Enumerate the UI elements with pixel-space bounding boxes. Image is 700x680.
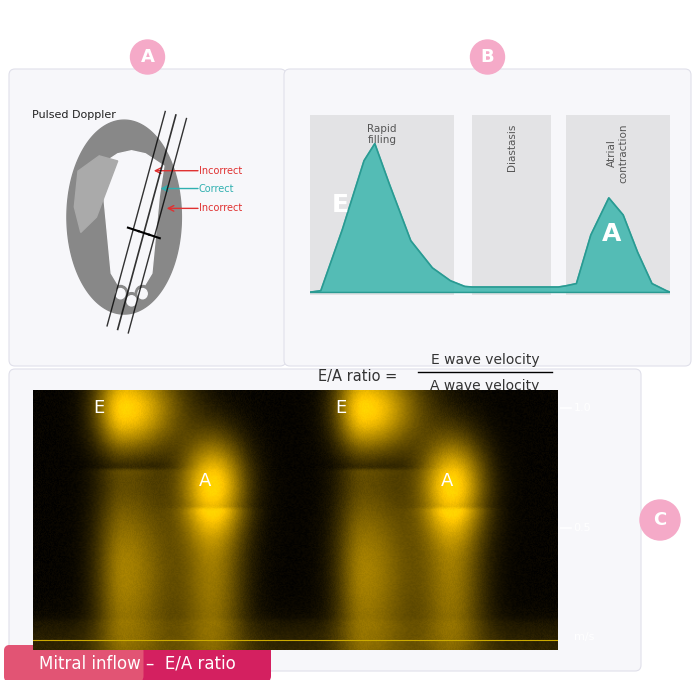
Text: A: A — [441, 472, 453, 490]
Text: Incorrect: Incorrect — [199, 166, 242, 175]
Text: A wave velocity: A wave velocity — [430, 379, 540, 393]
FancyBboxPatch shape — [4, 645, 271, 680]
Text: Diastasis: Diastasis — [507, 124, 517, 171]
Text: C: C — [653, 511, 666, 529]
Bar — [566, 115, 670, 295]
Circle shape — [135, 286, 150, 302]
Text: Pulsed Doppler: Pulsed Doppler — [32, 110, 116, 120]
Polygon shape — [310, 143, 670, 292]
Text: A: A — [601, 222, 621, 245]
FancyBboxPatch shape — [4, 645, 143, 680]
Text: m/s: m/s — [574, 632, 594, 642]
Text: Incorrect: Incorrect — [199, 203, 242, 214]
FancyBboxPatch shape — [284, 69, 691, 366]
Circle shape — [113, 286, 128, 302]
Text: E/A ratio =: E/A ratio = — [318, 369, 398, 384]
Text: Atrial
contraction: Atrial contraction — [607, 124, 629, 183]
Polygon shape — [67, 120, 181, 314]
Text: Correct: Correct — [199, 184, 234, 194]
FancyBboxPatch shape — [9, 369, 641, 671]
Text: 1.0: 1.0 — [574, 403, 592, 413]
Text: E: E — [93, 399, 104, 418]
Bar — [472, 115, 551, 295]
Circle shape — [130, 40, 164, 74]
Circle shape — [470, 40, 505, 74]
Text: E wave velocity: E wave velocity — [430, 353, 539, 367]
Circle shape — [124, 292, 139, 309]
Text: Rapid
filling: Rapid filling — [368, 124, 397, 145]
Circle shape — [640, 500, 680, 540]
Text: 0.5: 0.5 — [574, 523, 592, 533]
Text: Mitral inflow –  E/A ratio: Mitral inflow – E/A ratio — [39, 654, 236, 673]
Text: A: A — [198, 472, 211, 490]
Text: A: A — [141, 48, 155, 66]
Text: E: E — [335, 399, 346, 418]
Text: B: B — [481, 48, 494, 66]
Polygon shape — [74, 156, 118, 233]
FancyBboxPatch shape — [9, 69, 286, 366]
Polygon shape — [99, 151, 164, 307]
Bar — [310, 115, 454, 295]
Circle shape — [116, 288, 125, 299]
Circle shape — [138, 288, 147, 299]
Circle shape — [127, 296, 136, 306]
Text: E: E — [332, 193, 349, 217]
